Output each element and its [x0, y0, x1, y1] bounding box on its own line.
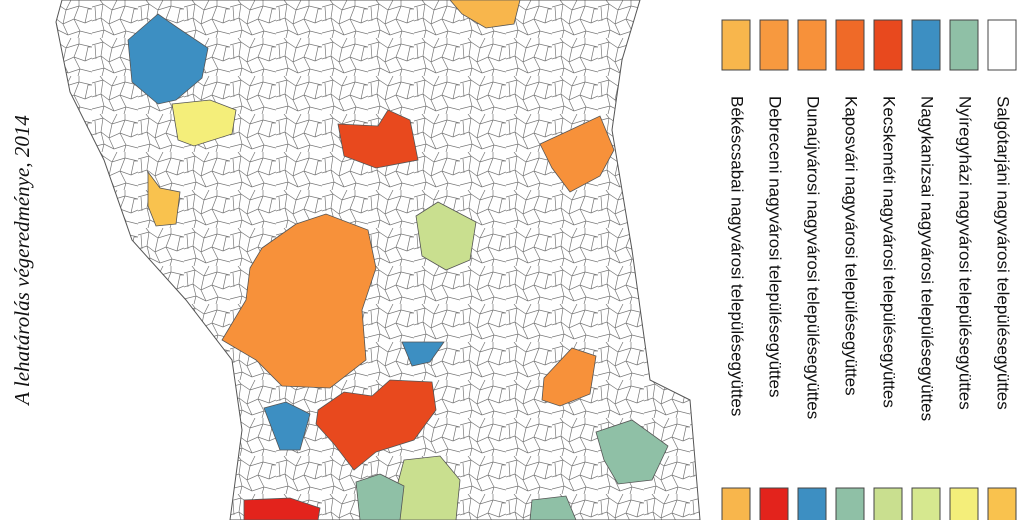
region	[263, 401, 311, 451]
region	[529, 495, 577, 520]
legend-swatch	[911, 19, 941, 71]
upper-legend	[721, 19, 1017, 71]
legend-swatch	[835, 487, 865, 520]
legend-label: Salgótarjáni nagyvárosi településegyütte…	[994, 96, 1013, 410]
map-title: A lehatárolás végeredménye, 2014	[10, 115, 34, 407]
legend-label: Dunaújvárosi nagyvárosi településegyütte…	[804, 96, 823, 419]
region	[147, 170, 181, 227]
legend-swatch	[949, 19, 979, 71]
legend-swatch	[987, 19, 1017, 71]
legend-swatch	[873, 487, 903, 520]
legend-label: Nyíregyházi nagyvárosi településegyüttes	[956, 96, 975, 410]
region	[539, 115, 615, 193]
region	[171, 99, 237, 147]
region	[127, 13, 209, 105]
legend-label: Debreceni nagyvárosi településegyüttes	[766, 96, 785, 397]
region	[337, 109, 419, 169]
legend-label: Békéscsabai nagyvárosi településegyüttes	[728, 96, 747, 416]
legend-label: Kecskeméti nagyvárosi településegyüttes	[880, 96, 899, 408]
legend-swatch	[987, 487, 1017, 520]
legend-swatch	[759, 487, 789, 520]
legend-swatch	[797, 19, 827, 71]
legend-swatch	[911, 487, 941, 520]
legend-label: Nagykanizsai nagyvárosi településegyütte…	[918, 96, 937, 421]
legend-swatch	[949, 487, 979, 520]
legend-label: Kaposvári nagyvárosi településegyüttes	[842, 96, 861, 396]
region	[541, 347, 597, 407]
legend: Békéscsabai nagyvárosi településegyüttes…	[721, 96, 1017, 520]
legend-swatch	[873, 19, 903, 71]
region	[355, 473, 405, 520]
legend-swatch	[721, 19, 751, 71]
legend-swatch	[835, 19, 865, 71]
map	[55, 0, 701, 520]
region	[221, 213, 377, 389]
legend-swatch	[797, 487, 827, 520]
region	[243, 497, 321, 520]
legend-swatch	[721, 487, 751, 520]
region	[415, 201, 477, 271]
legend-swatch	[759, 19, 789, 71]
region	[449, 0, 521, 29]
region	[401, 341, 445, 367]
region	[595, 419, 669, 485]
region	[315, 379, 437, 471]
